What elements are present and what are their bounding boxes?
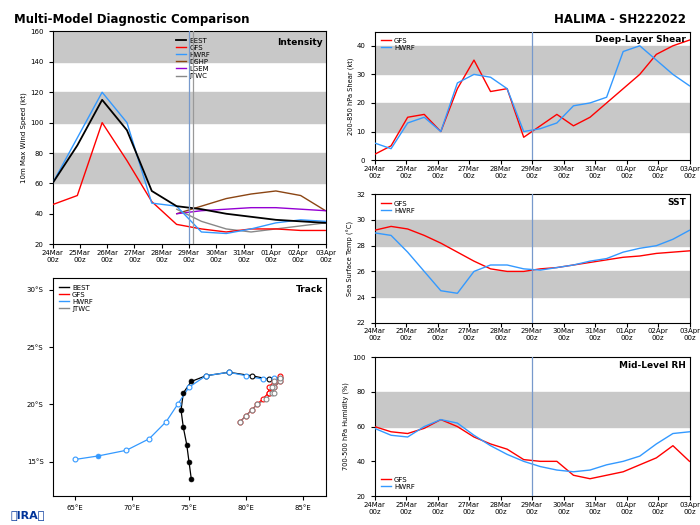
Bar [374, 103, 690, 132]
Legend: GFS, HWRF: GFS, HWRF [378, 35, 418, 54]
Text: Intensity: Intensity [277, 38, 323, 47]
Y-axis label: 200-850 hPa Shear (kt): 200-850 hPa Shear (kt) [347, 57, 354, 134]
Legend: BEST, GFS, HWRF, JTWC: BEST, GFS, HWRF, JTWC [56, 282, 96, 314]
Bar [52, 32, 326, 62]
Text: SST: SST [668, 198, 686, 207]
Legend: GFS, HWRF: GFS, HWRF [378, 474, 418, 492]
Y-axis label: Sea Surface Temp (°C): Sea Surface Temp (°C) [346, 221, 354, 296]
Bar [52, 153, 326, 183]
Bar [52, 92, 326, 123]
Y-axis label: 10m Max Wind Speed (kt): 10m Max Wind Speed (kt) [21, 92, 27, 183]
Text: Deep-Layer Shear: Deep-Layer Shear [596, 35, 686, 44]
Legend: BEST, GFS, HWRF, DSHP, LGEM, JTWC: BEST, GFS, HWRF, DSHP, LGEM, JTWC [173, 35, 213, 82]
Y-axis label: 700-500 hPa Humidity (%): 700-500 hPa Humidity (%) [343, 383, 349, 470]
Text: Multi-Model Diagnostic Comparison: Multi-Model Diagnostic Comparison [14, 13, 249, 26]
Text: ⒸIRAⓄ: ⒸIRAⓄ [10, 510, 45, 520]
Text: HALIMA - SH222022: HALIMA - SH222022 [554, 13, 686, 26]
Bar [374, 392, 690, 426]
Bar [374, 46, 690, 75]
Bar [374, 271, 690, 297]
Legend: GFS, HWRF: GFS, HWRF [378, 198, 418, 216]
Bar [374, 220, 690, 246]
Text: Mid-Level RH: Mid-Level RH [620, 361, 686, 370]
Text: Track: Track [295, 285, 323, 294]
